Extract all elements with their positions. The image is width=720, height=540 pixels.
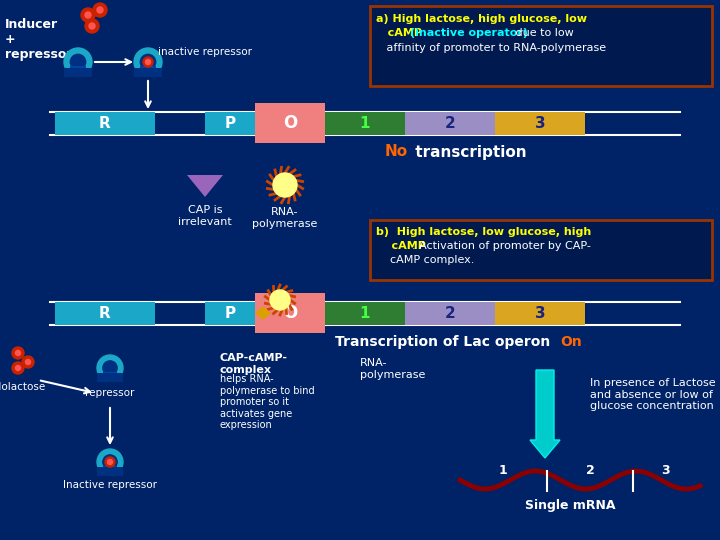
Text: In presence of Lactose
and absence or low of
glucose concentration: In presence of Lactose and absence or lo… [590,378,716,411]
Circle shape [107,460,112,464]
Text: 1: 1 [360,306,370,321]
Text: 1: 1 [499,463,508,476]
Bar [205,302,255,325]
Bar [97,467,123,476]
Bar [325,302,405,325]
Bar [255,103,325,143]
Text: P: P [225,116,235,131]
Text: P: P [225,306,235,321]
Text: inactive repressor: inactive repressor [158,47,252,57]
Text: due to low: due to low [512,28,574,38]
Bar [71,66,86,76]
Circle shape [145,59,150,64]
Circle shape [81,8,95,22]
Bar [205,112,255,135]
Circle shape [85,19,99,33]
Bar [134,68,162,77]
Polygon shape [187,175,223,197]
Text: 3: 3 [535,306,545,321]
Bar [405,302,495,325]
Circle shape [273,173,297,197]
Circle shape [143,57,153,67]
Circle shape [16,366,20,370]
Text: RNA-
polymerase: RNA- polymerase [252,207,318,228]
Circle shape [16,350,20,355]
Circle shape [22,356,34,368]
Text: cAMP: cAMP [376,28,426,38]
Circle shape [134,48,162,76]
Text: a) High lactose, high glucose, low: a) High lactose, high glucose, low [376,14,587,24]
Text: R: R [99,116,111,131]
Text: . Activation of promoter by CAP-: . Activation of promoter by CAP- [412,241,591,251]
Text: CAP is
irrelevant: CAP is irrelevant [178,205,232,227]
Circle shape [140,55,156,70]
Text: affinity of promoter to RNA-polymerase: affinity of promoter to RNA-polymerase [376,43,606,53]
Text: b)  High lactose, low glucose, high: b) High lactose, low glucose, high [376,227,591,237]
Circle shape [103,455,117,469]
Circle shape [270,290,290,310]
Polygon shape [255,306,271,320]
Text: 1: 1 [360,116,370,131]
Bar [325,112,405,135]
Text: Single mRNA: Single mRNA [525,498,616,511]
Text: cAMP: cAMP [376,241,426,251]
Bar [370,6,712,86]
Text: repressor: repressor [85,388,135,398]
Text: No: No [385,145,408,159]
Bar [255,293,325,333]
Text: helps RNA-
polymerase to bind
promoter so it
activates gene
expression: helps RNA- polymerase to bind promoter s… [220,374,315,430]
Text: R: R [99,306,111,321]
Circle shape [105,457,115,467]
Text: 3: 3 [535,116,545,131]
Text: (inactive operator): (inactive operator) [410,28,528,38]
Text: On: On [560,335,582,349]
Text: Inducer
+
repressor: Inducer + repressor [5,18,73,61]
Text: Inactive repressor: Inactive repressor [63,480,157,490]
Circle shape [93,3,107,17]
Text: CAP-cAMP-
complex: CAP-cAMP- complex [220,353,288,375]
Bar [495,302,585,325]
Text: Transcription of Lac operon: Transcription of Lac operon [335,335,555,349]
Bar [370,220,712,280]
Text: 2: 2 [445,306,455,321]
Circle shape [25,360,30,365]
Bar [55,302,155,325]
Text: 2: 2 [445,116,455,131]
Text: 2: 2 [585,463,595,476]
Text: O: O [283,114,297,132]
Circle shape [97,7,103,13]
Circle shape [12,362,24,374]
Text: transcription: transcription [410,145,526,159]
Circle shape [12,347,24,359]
Text: RNA-
polymerase: RNA- polymerase [360,358,426,380]
Bar [140,66,156,76]
FancyArrow shape [530,370,560,458]
Bar [405,112,495,135]
Bar [55,112,155,135]
Text: O: O [283,304,297,322]
Text: 3: 3 [662,463,670,476]
Circle shape [85,12,91,18]
Circle shape [97,449,123,475]
Text: cAMP complex.: cAMP complex. [376,255,474,265]
Bar [103,372,117,381]
Bar [97,373,123,382]
Circle shape [103,361,117,375]
Circle shape [89,23,95,29]
Bar [103,466,117,475]
Circle shape [97,355,123,381]
Circle shape [64,48,92,76]
Bar [64,68,92,77]
Bar [495,112,585,135]
Text: allolactose: allolactose [0,382,46,392]
Circle shape [71,55,86,70]
